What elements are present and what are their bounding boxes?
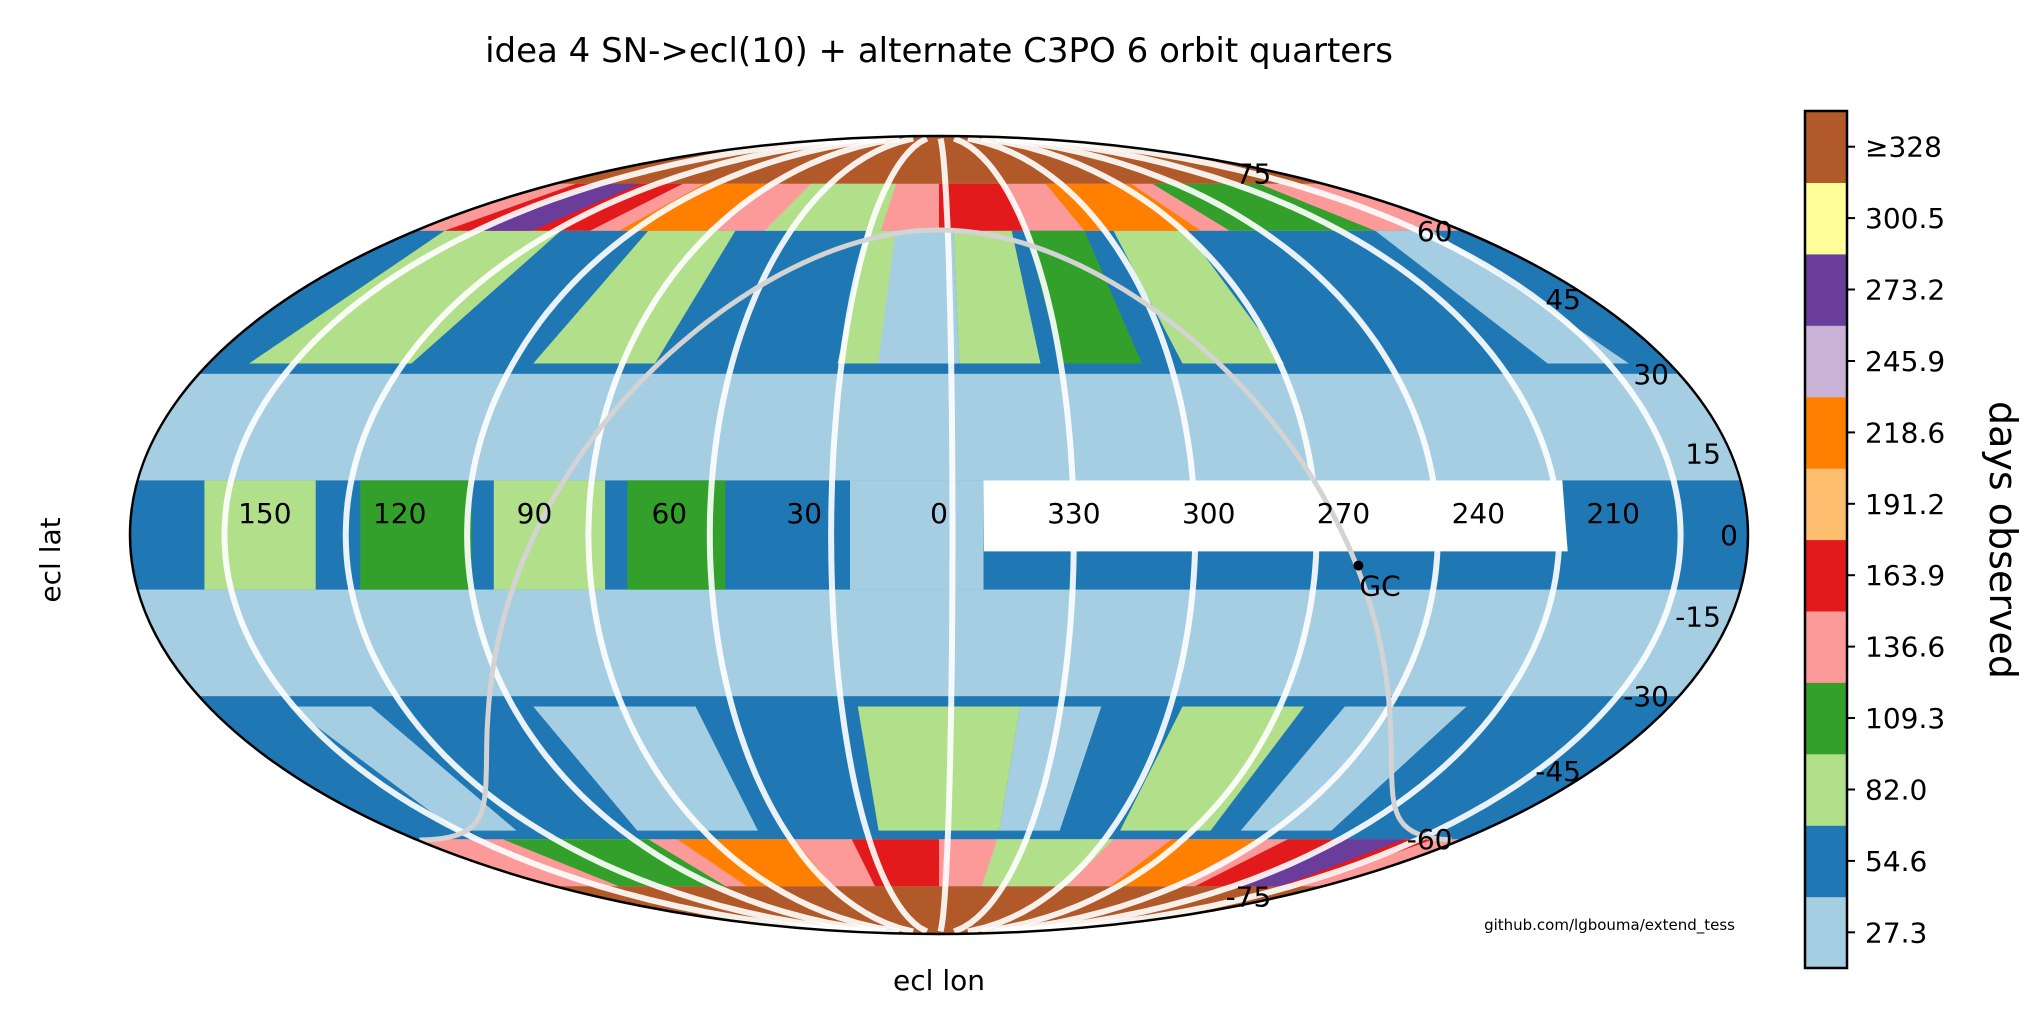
colorbar-cell <box>1805 253 1847 326</box>
colorbar-cell <box>1805 539 1847 612</box>
south-ring-mix-2 <box>981 839 1114 887</box>
galactic-plane-line <box>419 227 1452 843</box>
north-sector-3 <box>953 230 1041 364</box>
lat-tick-label: 75 <box>1236 158 1272 191</box>
colorbar-cell <box>1805 610 1847 683</box>
lon-tick-label: 300 <box>1182 497 1235 530</box>
south-sector-5 <box>289 706 517 831</box>
ecliptic-sector-1 <box>360 480 472 590</box>
gap-meridian <box>464 136 887 934</box>
colorbar-tick-label: 54.6 <box>1865 845 1927 878</box>
south-ring-mix-4 <box>677 839 833 887</box>
gap-meridian <box>937 137 956 933</box>
gap-meridian <box>1008 136 1563 934</box>
ecliptic-unobserved <box>983 480 1568 552</box>
colorbar-cell <box>1805 325 1847 398</box>
north-sector-5 <box>1113 230 1284 364</box>
chart-title: idea 4 SN->ecl(10) + alternate C3PO 6 or… <box>485 31 1393 71</box>
colorbar-tick-label: 82.0 <box>1865 774 1927 807</box>
colorbar-tick-label: 191.2 <box>1865 488 1945 521</box>
colorbar: 27.3 54.6 82.0 109.3 136.6 163.9 191.2 218.6 245… <box>1803 109 2025 970</box>
lat-tick-label: -15 <box>1675 601 1721 634</box>
colorbar-frame <box>1803 109 1849 970</box>
colorbar-tick-label: 163.9 <box>1865 559 1945 592</box>
colorbar-tick-label: 27.3 <box>1865 916 1927 949</box>
lat-tick-label: 60 <box>1417 215 1453 248</box>
south-ring-mix-5 <box>502 839 726 887</box>
gap-meridian <box>585 136 900 934</box>
lon-tick-label: 240 <box>1452 497 1505 530</box>
lon-tick-label: 270 <box>1317 497 1370 530</box>
lon-tick-label: 330 <box>1047 497 1100 530</box>
colorbar-tick-label: ≥328 <box>1865 131 1942 164</box>
galactic-center-marker <box>1353 560 1364 571</box>
gap-meridian <box>981 136 1320 934</box>
lat-tick-label: 15 <box>1685 437 1721 470</box>
lat-tick-label: -30 <box>1623 680 1669 713</box>
ecliptic-sector-3 <box>627 480 726 590</box>
colorbar-ticks: 27.3 54.6 82.0 109.3 136.6 163.9 191.2 218.6 245… <box>1847 131 1945 949</box>
lat-tick-label: 30 <box>1633 358 1669 391</box>
colorbar-cell <box>1805 682 1847 755</box>
galactic-center-label: GC <box>1359 570 1400 603</box>
north-ring-mix-4 <box>1045 183 1201 231</box>
y-axis-label: ecl lat <box>34 517 67 602</box>
gap-meridian <box>706 136 914 934</box>
lon-tick-label: 60 <box>651 497 687 530</box>
colorbar-cell <box>1805 396 1847 469</box>
colorbar-cell <box>1805 753 1847 826</box>
south-ring-mix-6 <box>1237 839 1405 887</box>
colorbar-tick-label: 218.6 <box>1865 416 1945 449</box>
gap-meridian <box>1022 136 1684 934</box>
gap-meridian <box>994 136 1441 934</box>
ecliptic-sector-0 <box>204 480 316 590</box>
colorbar-cells <box>1805 111 1847 969</box>
colorbar-cell <box>1805 111 1847 183</box>
map-boundary <box>128 134 1750 936</box>
lon-tick-label: 150 <box>238 497 291 530</box>
south-sector-1 <box>857 706 1021 831</box>
latitude-tick-labels: 75 60 45 30 15 0 -15 -30 -45 -60 -75 <box>1226 158 1738 914</box>
colorbar-cell <box>1805 825 1847 898</box>
north-ring-mix-3 <box>939 183 1027 231</box>
colorbar-tick-label: 136.6 <box>1865 631 1945 664</box>
colorbar-cell <box>1805 468 1847 541</box>
south-sector-4 <box>1240 706 1467 831</box>
lat-tick-label: -60 <box>1407 823 1453 856</box>
colorbar-cell <box>1805 182 1847 255</box>
colorbar-tick-label: 273.2 <box>1865 274 1945 307</box>
colorbar-tick-label: 300.5 <box>1865 202 1945 235</box>
north-ring-mix-6 <box>473 183 641 231</box>
lon-tick-label: 120 <box>373 497 426 530</box>
south-sector-0 <box>533 706 758 831</box>
lon-tick-label: 30 <box>786 497 822 530</box>
north-sector-7 <box>1375 230 1629 364</box>
colorbar-tick-label: 245.9 <box>1865 345 1945 378</box>
credit-text: github.com/lgbouma/extend_tess <box>1484 916 1735 935</box>
gap-meridian <box>952 136 1077 934</box>
ecliptic-sector-4 <box>850 480 984 590</box>
colorbar-tick-label: 109.3 <box>1865 702 1945 735</box>
lon-tick-label: 0 <box>930 497 948 530</box>
gap-meridian <box>967 136 1199 934</box>
coverage-gaps <box>221 136 1684 934</box>
gap-meridian <box>342 136 873 934</box>
south-ring-mix-1 <box>1109 839 1259 887</box>
south-sector-3 <box>1120 706 1305 831</box>
lat-tick-label: 45 <box>1545 283 1581 316</box>
lat-tick-label: 0 <box>1720 519 1738 552</box>
lat-tick-label: -45 <box>1535 755 1581 788</box>
x-axis-label: ecl lon <box>893 964 985 997</box>
lat-tick-label: -75 <box>1226 881 1272 914</box>
colorbar-cell <box>1805 896 1847 969</box>
colorbar-label: days observed <box>1981 401 2025 679</box>
lon-tick-label: 90 <box>517 497 553 530</box>
lon-tick-label: 210 <box>1586 497 1639 530</box>
gap-meridian <box>828 136 929 934</box>
longitude-tick-labels: 150 120 90 60 30 0 330 300 270 240 210 <box>238 497 1640 530</box>
north-sector-6 <box>878 230 960 364</box>
